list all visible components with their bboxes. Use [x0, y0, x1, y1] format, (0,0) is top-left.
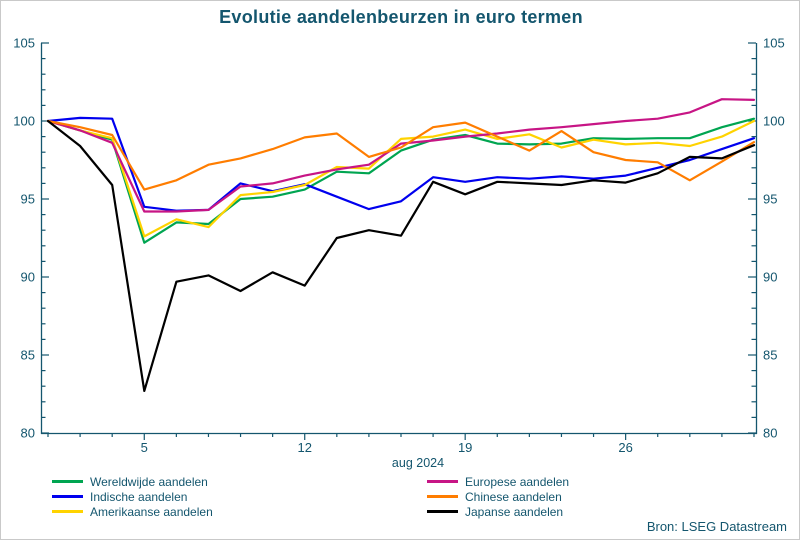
legend-item-europese: Europese aandelen: [427, 474, 569, 489]
svg-text:5: 5: [141, 440, 148, 455]
source-credit: Bron: LSEG Datastream: [646, 519, 787, 534]
svg-text:100: 100: [763, 114, 785, 129]
legend-item-indische: Indische aandelen: [52, 489, 213, 504]
svg-text:85: 85: [21, 348, 35, 363]
svg-text:26: 26: [618, 440, 632, 455]
svg-text:95: 95: [763, 192, 777, 207]
svg-text:90: 90: [763, 270, 777, 285]
legend-item-amerikaanse: Amerikaanse aandelen: [52, 504, 213, 519]
legend-swatch-yellow: [52, 510, 83, 513]
chart-title: Evolutie aandelenbeurzen in euro termen: [219, 7, 583, 27]
svg-text:85: 85: [763, 348, 777, 363]
legend-label: Japanse aandelen: [465, 504, 564, 519]
x-axis-label: aug 2024: [391, 456, 445, 470]
legend-label: Europese aandelen: [465, 474, 570, 489]
legend-label: Indische aandelen: [90, 489, 188, 504]
legend-label: Wereldwijde aandelen: [90, 474, 208, 489]
svg-text:105: 105: [13, 36, 35, 51]
legend-item-japanse: Japanse aandelen: [427, 504, 569, 519]
legend-swatch-orange: [427, 495, 458, 498]
svg-text:80: 80: [763, 426, 777, 441]
legend-swatch-magenta: [427, 480, 458, 483]
svg-text:100: 100: [13, 114, 35, 129]
legend-swatch-green: [52, 480, 83, 483]
legend-label: Chinese aandelen: [465, 489, 562, 504]
legend-column-right: Europese aandelen Chinese aandelen Japan…: [427, 474, 569, 519]
svg-text:105: 105: [763, 36, 785, 51]
legend-label: Amerikaanse aandelen: [90, 504, 213, 519]
legend-item-wereldwijde: Wereldwijde aandelen: [52, 474, 213, 489]
legend-swatch-blue: [52, 495, 83, 498]
svg-text:95: 95: [21, 192, 35, 207]
svg-text:19: 19: [458, 440, 472, 455]
svg-text:90: 90: [21, 270, 35, 285]
svg-text:80: 80: [21, 426, 35, 441]
svg-text:12: 12: [297, 440, 311, 455]
legend-column-left: Wereldwijde aandelen Indische aandelen A…: [52, 474, 213, 519]
legend-swatch-black: [427, 510, 458, 513]
legend-item-chinese: Chinese aandelen: [427, 489, 569, 504]
